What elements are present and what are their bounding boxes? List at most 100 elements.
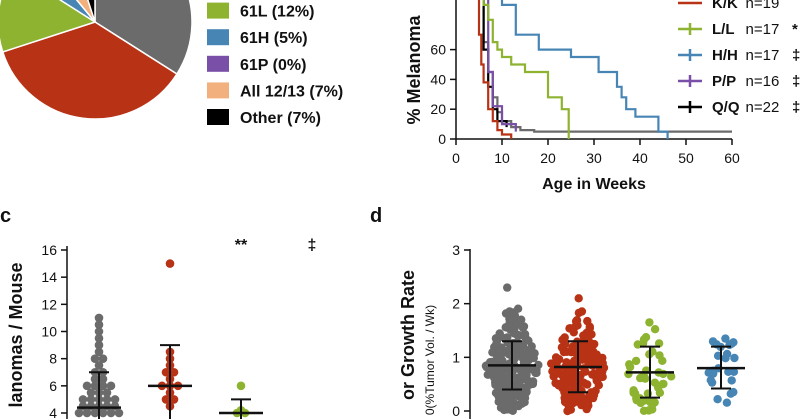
data-point — [659, 379, 668, 389]
data-point — [655, 351, 664, 360]
data-point — [94, 347, 104, 357]
data-point — [98, 374, 108, 384]
x-tick-label: 20 — [540, 150, 556, 166]
data-point — [722, 349, 732, 359]
panel-d-label: d — [370, 205, 382, 227]
data-point — [94, 361, 104, 370]
legend-swatch — [207, 109, 229, 125]
data-point — [488, 348, 497, 357]
data-point — [713, 395, 722, 404]
data-point — [114, 408, 124, 418]
x-tick-label: 0 — [452, 150, 460, 166]
y-tick-label: 10 — [41, 324, 57, 340]
data-point — [729, 387, 738, 397]
data-point — [90, 354, 100, 363]
pie-slice — [87, 0, 96, 23]
data-point — [624, 369, 633, 379]
data-point — [503, 283, 512, 292]
data-point — [659, 369, 668, 379]
y-tick-label: 3 — [452, 242, 460, 258]
data-point — [94, 313, 104, 323]
y-tick-label: 14 — [41, 269, 57, 285]
x-tick-label: 60 — [724, 150, 740, 166]
data-point — [499, 387, 508, 396]
data-point — [667, 372, 676, 381]
annotation-double-star: ** — [235, 237, 248, 254]
survival-curves — [477, 0, 732, 139]
data-point — [629, 387, 638, 397]
legend-mark: * — [792, 21, 798, 38]
legend-name: L/L — [712, 21, 735, 38]
data-point — [169, 395, 179, 404]
data-point — [581, 345, 591, 354]
data-point — [495, 347, 504, 356]
legend-swatch — [207, 82, 229, 99]
data-point — [579, 378, 589, 388]
y-tick-label: 12 — [41, 296, 57, 312]
data-point — [707, 378, 717, 387]
data-point — [574, 294, 583, 303]
survival-y-label: % Melanoma — [404, 14, 424, 124]
data-point — [534, 360, 543, 370]
melanomas-y-label: lanomas / Mouse — [6, 262, 26, 407]
data-point — [520, 330, 530, 339]
data-point — [722, 398, 732, 407]
y-tick-label: 8 — [49, 351, 57, 367]
data-point — [592, 354, 602, 364]
data-point — [82, 408, 92, 418]
legend-swatch — [207, 29, 229, 46]
data-point — [161, 367, 171, 377]
y-tick-label: 16 — [41, 242, 57, 258]
data-point — [106, 408, 116, 418]
data-point — [561, 383, 571, 393]
data-point — [516, 365, 525, 375]
data-point — [519, 347, 528, 356]
y-tick-label: 20 — [430, 101, 446, 117]
data-point — [165, 259, 175, 268]
legend-n: n=22 — [746, 99, 780, 116]
data-point — [74, 408, 84, 418]
data-point — [596, 366, 605, 376]
data-point — [589, 390, 599, 399]
data-point — [560, 333, 569, 342]
legend-mark: ‡ — [792, 73, 800, 90]
data-point — [641, 333, 651, 342]
growth-y-sublabel: 0(%Tumor Vol. / Wk) — [423, 305, 437, 415]
data-point — [514, 401, 523, 411]
data-point — [569, 328, 578, 337]
data-point — [491, 334, 501, 343]
legend-label: 61L (12%) — [240, 4, 314, 21]
annotation-double-dagger: ‡ — [308, 237, 317, 254]
melanomas-points — [74, 259, 263, 419]
data-point — [584, 337, 594, 346]
data-point — [106, 381, 116, 391]
data-point — [531, 368, 540, 378]
data-point — [98, 408, 108, 418]
x-tick-label: 50 — [678, 150, 694, 166]
legend-n: n=17 — [746, 47, 780, 64]
data-point — [506, 396, 515, 405]
survival-curve — [477, 0, 513, 139]
panel-c-label: c — [0, 205, 11, 227]
data-point — [517, 340, 527, 349]
data-point — [729, 367, 739, 376]
legend-mark: ‡ — [792, 99, 800, 116]
pie-legend: 61R (29%)61L (12%)61H (5%)61P (0%)All 12… — [207, 2, 343, 127]
y-tick-label: 40 — [430, 71, 446, 87]
pie-slice — [0, 0, 97, 53]
data-point — [98, 354, 108, 363]
pie-slice — [1, 21, 178, 120]
y-tick-label: 60 — [430, 42, 446, 58]
legend-label: 61P (0%) — [240, 57, 306, 74]
data-point — [82, 381, 92, 391]
data-point — [94, 327, 104, 336]
data-point — [491, 375, 501, 384]
data-point — [90, 381, 100, 391]
data-point — [583, 316, 592, 326]
data-point — [654, 339, 664, 348]
legend-n: n=17 — [746, 21, 780, 38]
data-point — [94, 320, 104, 330]
data-point — [551, 353, 561, 362]
